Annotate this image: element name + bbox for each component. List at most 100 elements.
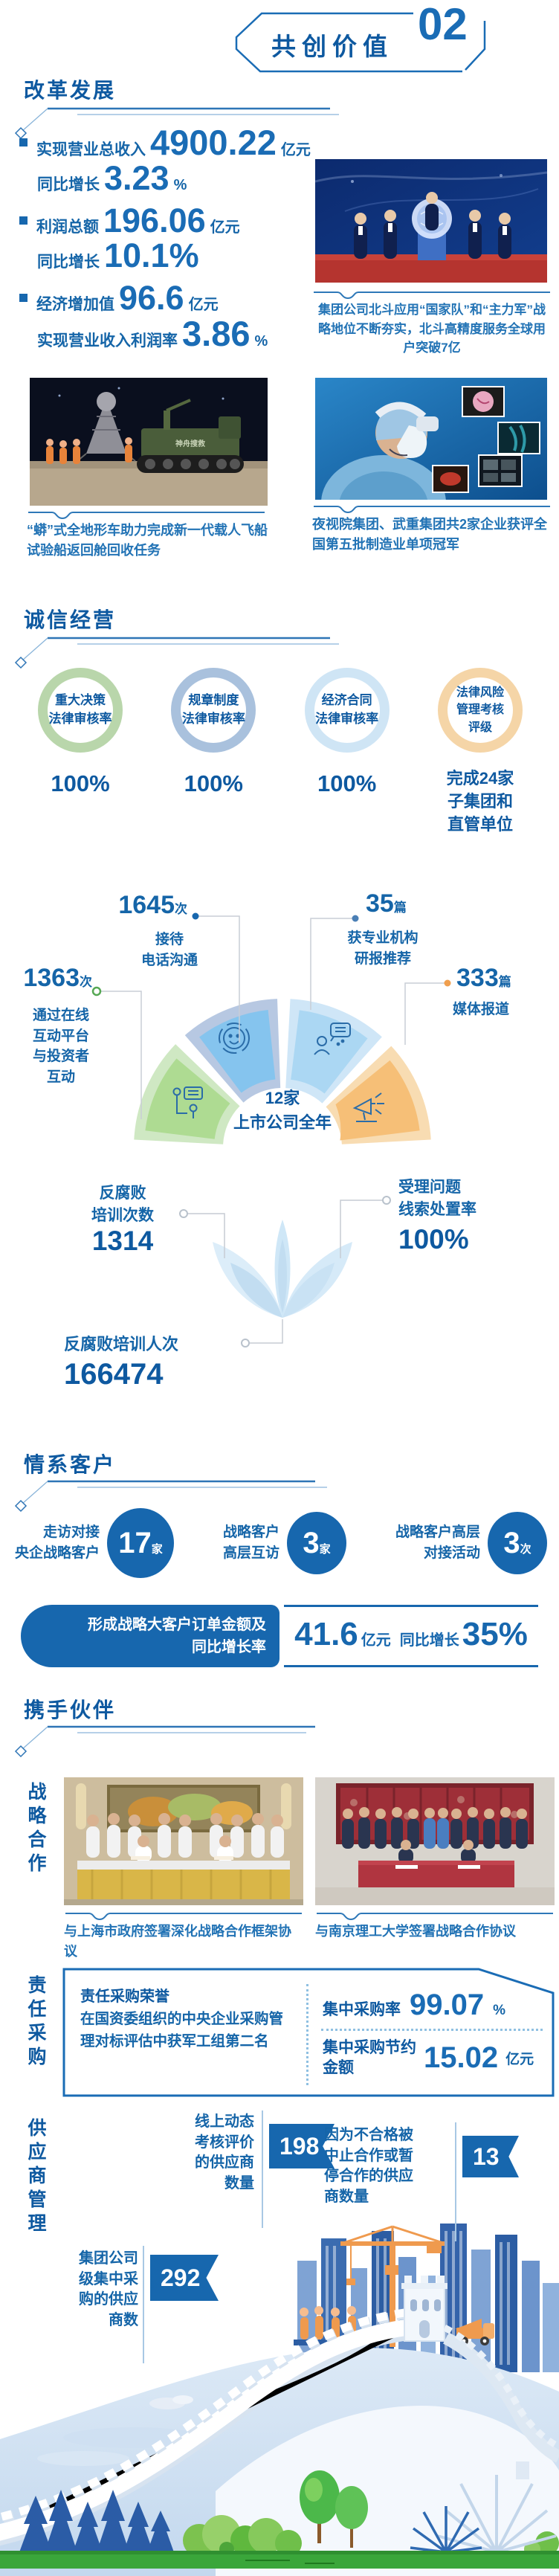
title-underline-decoration — [14, 1725, 315, 1758]
photo-caption: 夜视院集团、武重集团共2家企业获评全国第五批制造业单项冠军 — [312, 517, 548, 552]
circle-value: 100% — [184, 770, 243, 796]
stat-liaison-events: 战略客户高层 对接活动 3 次 — [395, 1512, 547, 1574]
stat-media-coverage-label: 媒体报道 — [452, 1002, 509, 1017]
clue-disposal-value: 100% — [398, 1224, 469, 1255]
circle-ring: 经济合同 法律审核率 — [304, 668, 390, 753]
circle-contract: 经济合同 法律审核率 100% — [283, 668, 411, 836]
stat-phone-calls: 1645次 — [104, 892, 187, 918]
circle-ring: 法律风险 管理考核 评级 — [437, 668, 523, 753]
pine-trees — [19, 2490, 174, 2552]
stat-value: 35 — [366, 889, 394, 918]
banner-value: 41.6 — [294, 1616, 358, 1652]
stat-visit-clients: 走访对接 央企战略客户 17 家 — [15, 1508, 175, 1578]
kpi-sub-value: 3.23 — [104, 159, 169, 197]
circle-legal-risk: 法律风险 管理考核 评级 完成24家 子集团和 直管单位 — [416, 668, 544, 836]
caption-beidou-block: 集团公司北斗应用“国家队”和“主力军”战略地位不断夯实，北斗高精度服务全球用户突… — [312, 290, 552, 358]
reform-kpi-list: 实现营业总收入 4900.22 亿元 同比增长 3.23 % 利润总额 196.… — [19, 125, 317, 351]
circle-value: 100% — [317, 770, 377, 796]
stat-unit: 家 — [319, 1542, 331, 1556]
supplier-online-eval-label: 线上动态 考核评价 的供应商 数量 — [195, 2113, 254, 2192]
stat-phone-calls-label: 接待 电话沟通 — [140, 932, 198, 968]
stat-circle: 3 家 — [287, 1512, 346, 1574]
anticorruption-training-value: 1314 — [91, 1226, 154, 1256]
title-underline-decoration — [14, 637, 339, 669]
photo-shanghai-signing — [64, 1777, 303, 1905]
kpi-profit: 利润总额 196.06 亿元 同比增长 10.1% — [19, 204, 317, 272]
kpi-sub-unit: % — [173, 177, 187, 193]
rate-label: 集中采购率 — [323, 2001, 401, 2018]
photo-recovery-vehicle: 神舟搜救 — [30, 378, 268, 506]
stat-value: 17 — [118, 1527, 152, 1559]
procurement-honor-text: 在国资委组织的中央企业采购管理对标评估中获军工组第二名 — [80, 2011, 284, 2050]
stat-value: 333 — [456, 964, 499, 992]
standing-officials — [86, 1813, 284, 1858]
title-underline-decoration — [14, 1480, 327, 1513]
photo-caption: 集团公司北斗应用“国家队”和“主力军”战略地位不断夯实，北斗高精度服务全球用户突… — [318, 303, 546, 355]
save-label: 集中采购节约 金额 — [323, 2039, 416, 2077]
banner-growth-label: 同比增长 — [399, 1632, 459, 1649]
smiley-icon — [219, 1023, 250, 1054]
supplier-terminated-label: 因为不合格被 中止合作或暂 停合作的供应 商数量 — [324, 2127, 413, 2205]
ferris-wheel-icons — [410, 2475, 557, 2554]
kpi-label: 利润总额 — [36, 219, 99, 236]
kpi-unit: 亿元 — [188, 297, 219, 313]
bullet-square-icon — [19, 294, 28, 302]
supplier-rule — [262, 2110, 263, 2228]
photo-caption: 与南京理工大学签署战略合作协议 — [315, 1924, 516, 1939]
investor-relations-fan-chart — [134, 999, 431, 1144]
side-label-responsible-procurement: 责任采购 — [25, 1975, 46, 2070]
park-trees — [300, 2470, 559, 2557]
stat-value: 1363 — [23, 964, 80, 992]
stat-unit: 次 — [80, 975, 92, 989]
photo-caption: “蟒”式全地形车助力完成新一代载人飞船试验船返回舱回收任务 — [27, 523, 268, 558]
anticorruption-training-label: 反腐败 培训次数 — [91, 1185, 154, 1225]
supplier-rule — [455, 2122, 456, 2241]
construction-crane-icon — [340, 2225, 445, 2347]
caption-vehicle-block: “蟒”式全地形车助力完成新一代载人飞船试验船返回舱回收任务 — [27, 510, 272, 561]
stat-value: 3 — [503, 1527, 520, 1559]
stat-online-interaction: 1363次 — [15, 965, 92, 991]
banner-unit: 亿元 — [361, 1632, 391, 1649]
bullet-square-icon — [19, 138, 28, 146]
caption-divider — [314, 292, 550, 300]
customer-stats-row: 走访对接 央企战略客户 17 家 战略客户 高层互访 3 家 战略客户高层 对接… — [15, 1508, 547, 1578]
section-title-partners: 携手伙伴 — [24, 1698, 117, 1722]
stat-online-interaction-label: 通过在线 互动平台 与投资者 互动 — [32, 1008, 89, 1085]
stat-label: 战略客户 高层互访 — [222, 1524, 280, 1561]
kpi-sub-label: 同比增长 — [37, 254, 100, 271]
procurement-horizontal-divider — [321, 2029, 543, 2031]
banner-value-row: 41.6 亿元 同比增长 35% — [284, 1609, 538, 1663]
bushes — [183, 2515, 302, 2557]
stat-research-reports: 35篇 — [366, 891, 447, 916]
circle-major-decision: 重大决策 法律审核率 100% — [16, 668, 144, 836]
circle-value: 100% — [51, 770, 110, 796]
kpi-sub-value: 10.1% — [104, 236, 199, 274]
header-box-outline — [235, 12, 486, 73]
fan-connector-lines — [91, 912, 451, 1119]
supplier-rule — [143, 2246, 144, 2363]
stat-unit: 家 — [151, 1542, 163, 1556]
caption-divider — [314, 506, 550, 514]
caption-vr-block: 夜视院集团、武重集团共2家企业获评全国第五批制造业单项冠军 — [312, 504, 552, 555]
photo-surgeon-headset — [315, 378, 547, 500]
kpi-label: 经济增加值 — [36, 296, 114, 313]
people-chat-icon — [172, 1086, 203, 1118]
side-label-supplier-management: 供应商管理 — [25, 2118, 46, 2237]
kpi-sub-label: 实现营业收入利润率 — [37, 332, 178, 350]
stat-media-coverage: 333篇 — [456, 965, 538, 991]
supplier-group-level-label: 集团公司 级集中采 购的供应 商数 — [79, 2250, 138, 2328]
person-speech-icon — [314, 1023, 351, 1055]
stat-unit: 篇 — [498, 975, 511, 989]
side-label-strategic-cooperation: 战略合作 — [25, 1782, 46, 1877]
kpi-unit: 亿元 — [280, 142, 311, 158]
kpi-eva: 经济增加值 96.6 亿元 实现营业收入利润率 3.86 % — [19, 281, 317, 351]
photo-njust-signing — [315, 1777, 555, 1905]
circle-value: 完成24家 子集团和 直管单位 — [446, 769, 514, 834]
kpi-value: 4900.22 — [150, 123, 277, 162]
rate-value: 99.07 — [410, 1989, 485, 2021]
strategic-order-banner: 形成战略大客户订单金额及 同比增长率 — [21, 1605, 280, 1667]
rescue-crew — [46, 437, 132, 464]
stat-circle: 17 家 — [107, 1508, 175, 1578]
kpi-unit: 亿元 — [210, 219, 240, 236]
